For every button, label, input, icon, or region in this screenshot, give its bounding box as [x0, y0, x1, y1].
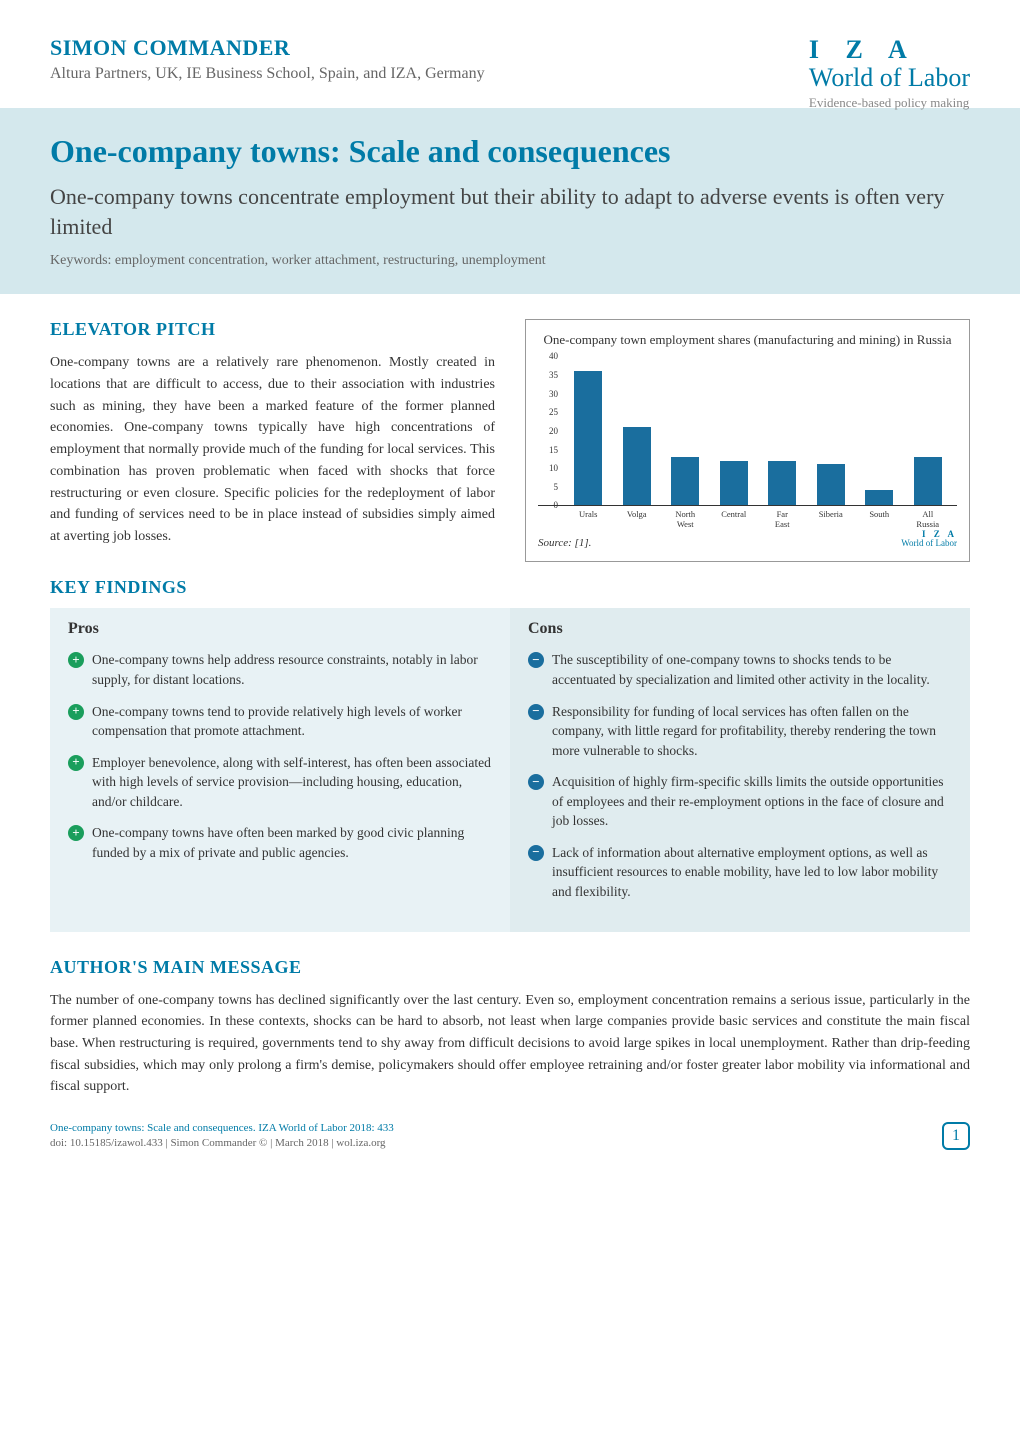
chart-ytick: 0	[554, 500, 559, 510]
brand-title: World of Labor	[809, 63, 970, 93]
cons-item: −Lack of information about alternative e…	[528, 843, 952, 902]
chart-bar	[865, 490, 893, 505]
main-message-text: The number of one-company towns has decl…	[50, 990, 970, 1098]
chart-bar	[574, 371, 602, 505]
cons-column: Cons −The susceptibility of one-company …	[510, 608, 970, 931]
chart-ytick: 35	[549, 370, 558, 380]
cons-heading: Cons	[528, 620, 952, 638]
brand-letters: I Z A	[809, 35, 970, 65]
cons-item-text: The susceptibility of one-company towns …	[552, 650, 952, 689]
chart-xlabel: North West	[671, 509, 699, 529]
key-findings-heading: KEY FINDINGS	[0, 572, 1020, 608]
elevator-chart-row: ELEVATOR PITCH One-company towns are a r…	[0, 294, 1020, 572]
chart-xlabel: All Russia	[914, 509, 942, 529]
cons-item-text: Responsibility for funding of local serv…	[552, 702, 952, 761]
cons-item-text: Lack of information about alternative em…	[552, 843, 952, 902]
minus-icon: −	[528, 652, 544, 668]
pros-column: Pros + One-company towns help address res…	[50, 608, 510, 931]
chart-bar	[623, 427, 651, 505]
cons-item: −Responsibility for funding of local ser…	[528, 702, 952, 761]
chart-source: Source: [1].	[538, 537, 591, 549]
chart-xlabels: Urals Volga North West Central Far East Siber…	[564, 509, 952, 529]
plus-icon: +	[68, 704, 84, 720]
chart-xlabel: Volga	[623, 509, 651, 529]
chart-ytick: 30	[549, 389, 558, 399]
pros-item-text: One-company towns tend to provide relati…	[92, 702, 492, 741]
cons-list: −The susceptibility of one-company towns…	[528, 650, 952, 901]
chart-xlabel: Siberia	[817, 509, 845, 529]
minus-icon: −	[528, 704, 544, 720]
pros-item-text: Employer benevolence, along with self-in…	[92, 753, 492, 812]
brand-tagline: Evidence-based policy making	[809, 95, 970, 111]
plus-icon: +	[68, 652, 84, 668]
chart-ytick: 15	[549, 445, 558, 455]
header: SIMON COMMANDER Altura Partners, UK, IE …	[0, 0, 1020, 98]
chart-box: One-company town employment shares (manu…	[525, 319, 970, 562]
pros-item: + Employer benevolence, along with self-i…	[68, 753, 492, 812]
chart-bars	[564, 356, 952, 505]
pros-cons: Pros + One-company towns help address res…	[0, 608, 1020, 931]
article-subtitle: One-company towns concentrate employment…	[50, 182, 970, 241]
chart-footer: Source: [1]. I Z A World of Labor	[538, 529, 957, 549]
brand-block: I Z A World of Labor Evidence-based poli…	[809, 35, 970, 111]
minus-icon: −	[528, 845, 544, 861]
chart-bar	[914, 457, 942, 505]
chart-ytick: 25	[549, 407, 558, 417]
pros-list: + One-company towns help address resource…	[68, 650, 492, 862]
chart-ytick: 10	[549, 463, 558, 473]
elevator-text: One-company towns are a relatively rare …	[50, 352, 495, 547]
chart-ytick: 5	[554, 482, 559, 492]
chart-xlabel: South	[865, 509, 893, 529]
chart-brand-mini: I Z A World of Labor	[901, 530, 957, 550]
page-number-badge: 1	[942, 1122, 970, 1150]
chart-yaxis: 0510152025303540	[538, 356, 560, 505]
chart-area: 0510152025303540	[538, 356, 957, 506]
chart-xlabel: Central	[720, 509, 748, 529]
chart-column: One-company town employment shares (manu…	[525, 319, 970, 562]
footer: One-company towns: Scale and consequence…	[0, 1113, 1020, 1167]
chart-bar	[671, 457, 699, 505]
keywords: Keywords: employment concentration, work…	[50, 253, 970, 269]
footer-cite-line1: One-company towns: Scale and consequence…	[50, 1121, 394, 1136]
cons-item: −The susceptibility of one-company towns…	[528, 650, 952, 689]
pros-item: + One-company towns tend to provide relat…	[68, 702, 492, 741]
cons-item: −Acquisition of highly firm-specific ski…	[528, 772, 952, 831]
pros-item-text: One-company towns have often been marked…	[92, 823, 492, 862]
plus-icon: +	[68, 825, 84, 841]
cons-item-text: Acquisition of highly firm-specific skil…	[552, 772, 952, 831]
elevator-heading: ELEVATOR PITCH	[50, 319, 495, 340]
minus-icon: −	[528, 774, 544, 790]
chart-bar	[817, 464, 845, 505]
pros-heading: Pros	[68, 620, 492, 638]
authors-main-message: AUTHOR'S MAIN MESSAGE The number of one-…	[0, 932, 1020, 1113]
main-message-heading: AUTHOR'S MAIN MESSAGE	[50, 957, 970, 978]
chart-bar	[768, 461, 796, 506]
pros-item: + One-company towns help address resource…	[68, 650, 492, 689]
chart-bar	[720, 461, 748, 506]
footer-citation: One-company towns: Scale and consequence…	[50, 1121, 394, 1152]
chart-xlabel: Urals	[574, 509, 602, 529]
chart-brand-sub: World of Labor	[901, 539, 957, 549]
chart-ytick: 20	[549, 426, 558, 436]
elevator-pitch: ELEVATOR PITCH One-company towns are a r…	[50, 319, 495, 562]
pros-item: + One-company towns have often been marke…	[68, 823, 492, 862]
title-band: One-company towns: Scale and consequence…	[0, 108, 1020, 294]
plus-icon: +	[68, 755, 84, 771]
footer-doi: doi: 10.15185/izawol.433 | Simon Command…	[50, 1136, 394, 1151]
chart-title: One-company town employment shares (manu…	[538, 332, 957, 348]
article-title: One-company towns: Scale and consequence…	[50, 133, 970, 170]
pros-item-text: One-company towns help address resource …	[92, 650, 492, 689]
chart-ytick: 40	[549, 351, 558, 361]
chart-xlabel: Far East	[768, 509, 796, 529]
